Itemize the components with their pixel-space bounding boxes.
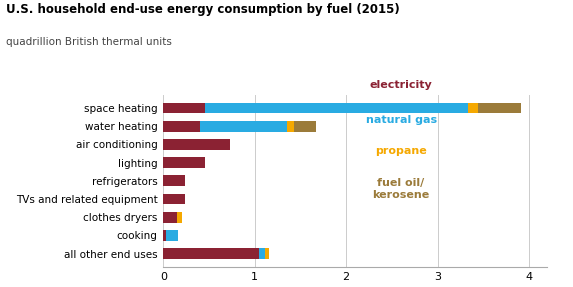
Bar bbox=[294, 121, 316, 132]
Bar bbox=[286, 121, 294, 132]
Bar bbox=[163, 193, 185, 204]
Bar bbox=[163, 121, 200, 132]
Bar bbox=[265, 248, 269, 259]
Bar bbox=[163, 175, 185, 186]
Bar bbox=[166, 230, 178, 241]
Bar bbox=[260, 248, 265, 259]
Bar bbox=[200, 121, 286, 132]
Bar bbox=[163, 102, 205, 113]
Text: natural gas: natural gas bbox=[366, 115, 437, 125]
Bar bbox=[163, 230, 166, 241]
Bar bbox=[163, 139, 230, 150]
Bar bbox=[163, 248, 260, 259]
Bar bbox=[163, 212, 177, 223]
Bar bbox=[468, 102, 478, 113]
Bar bbox=[163, 157, 205, 168]
Text: U.S. household end-use energy consumption by fuel (2015): U.S. household end-use energy consumptio… bbox=[6, 3, 399, 16]
Bar bbox=[177, 212, 182, 223]
Text: electricity: electricity bbox=[370, 80, 433, 90]
Bar bbox=[478, 102, 521, 113]
Text: quadrillion British thermal units: quadrillion British thermal units bbox=[6, 37, 171, 47]
Bar bbox=[205, 102, 468, 113]
Text: propane: propane bbox=[375, 146, 427, 156]
Text: fuel oil/
kerosene: fuel oil/ kerosene bbox=[372, 178, 430, 199]
